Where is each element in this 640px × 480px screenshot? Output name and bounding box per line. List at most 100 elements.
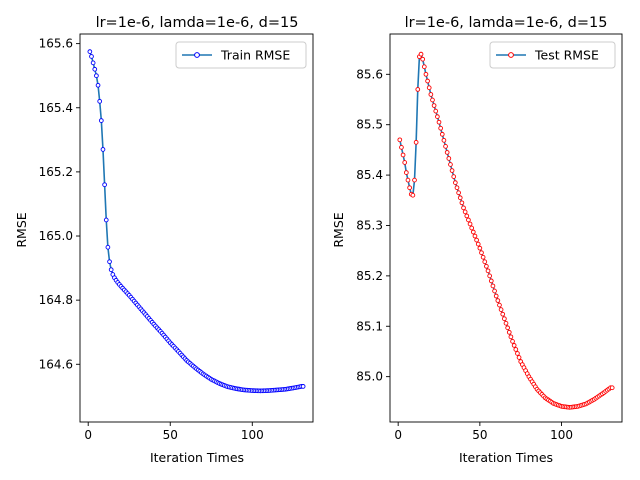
data-point [453, 180, 458, 185]
data-point [482, 259, 488, 265]
data-point [448, 162, 453, 167]
data-point [439, 131, 445, 137]
x-tick-label: 100 [241, 428, 264, 442]
data-point [435, 114, 440, 119]
data-point [485, 268, 491, 274]
data-point [438, 125, 443, 131]
data-point [502, 316, 507, 322]
axis-ticks: 0 50 100 85.0 85.1 85.2 85.3 85.4 85.5 85.6 [356, 67, 573, 442]
data-point [480, 254, 486, 260]
y-tick-label: 85.4 [356, 168, 383, 182]
legend: Train RMSE [175, 41, 307, 69]
x-tick-label: 0 [84, 428, 92, 442]
data-point [441, 137, 447, 143]
y-tick-label: 165.2 [39, 165, 73, 179]
data-point [420, 56, 426, 62]
data-point [464, 213, 470, 219]
data-point [467, 221, 473, 227]
legend-marker-swatch [194, 52, 200, 58]
data-point [513, 347, 519, 352]
data-point [449, 168, 455, 173]
data-point [516, 355, 522, 360]
data-point [95, 82, 101, 88]
data-point [107, 259, 112, 265]
y-tick-label: 85.1 [356, 319, 383, 333]
data-point [94, 73, 99, 79]
data-point [97, 98, 103, 104]
data-point [421, 64, 427, 70]
data-point [423, 71, 429, 77]
data-point [90, 60, 96, 66]
data-point [506, 329, 512, 335]
data-point [472, 233, 478, 239]
y-tick-label: 165.6 [39, 37, 73, 51]
data-point [446, 156, 452, 161]
data-point [413, 139, 419, 145]
y-tick-label: 85.2 [356, 269, 383, 283]
data-point [443, 144, 448, 149]
data-point [100, 147, 106, 152]
data-point [495, 298, 501, 303]
data-point [500, 311, 506, 317]
data-point [503, 320, 509, 326]
x-tick-label: 100 [550, 428, 573, 442]
data-point [402, 160, 408, 165]
data-point [418, 51, 424, 57]
data-point [89, 54, 94, 59]
data-point [484, 263, 489, 269]
train-rmse-chart: lr=1e-6, lamda=1e-6, d=15 Iteration Time… [14, 15, 314, 465]
legend-box [489, 41, 616, 69]
data-point [461, 205, 466, 211]
data-point [477, 245, 483, 251]
data-point [102, 182, 107, 188]
data-point [92, 66, 98, 72]
data-point [98, 118, 104, 123]
data-point [459, 200, 465, 206]
x-axis-label: Iteration Times [150, 450, 244, 465]
y-tick-label: 164.6 [39, 357, 73, 371]
x-tick-label: 50 [472, 428, 487, 442]
data-point [400, 152, 406, 158]
data-point [609, 385, 615, 391]
axes-frame [389, 33, 623, 423]
data-point [407, 185, 412, 191]
data-point [510, 339, 515, 344]
test-rmse-chart: lr=1e-6, lamda=1e-6, d=15 Iteration Time… [331, 15, 623, 465]
y-tick-label: 85.5 [356, 118, 383, 132]
data-point [479, 250, 484, 256]
data-point [454, 185, 460, 191]
data-point [487, 273, 493, 279]
data-point [405, 177, 411, 183]
plot-area [87, 49, 306, 394]
data-point [474, 237, 479, 243]
data-point [428, 92, 434, 97]
y-tick-label: 85.3 [356, 218, 383, 232]
y-tick-label: 85.6 [356, 67, 383, 81]
data-point [412, 177, 417, 183]
data-point [508, 334, 514, 340]
data-point [505, 325, 510, 331]
data-point [397, 137, 403, 143]
data-point [515, 351, 520, 356]
data-point [399, 145, 404, 150]
data-point [433, 108, 439, 114]
axis-ticks: 0 50 100 164.6 164.8 165.0 165.2 165.4 165.6 [39, 37, 264, 442]
data-point [103, 217, 109, 223]
plot-area [397, 51, 615, 410]
data-point [493, 293, 499, 299]
data-point [466, 217, 471, 223]
data-point [444, 150, 450, 155]
data-point [415, 87, 421, 92]
data-point [488, 278, 494, 284]
legend-box [175, 41, 307, 69]
data-point [300, 384, 306, 389]
y-tick-label: 165.4 [39, 101, 73, 115]
data-point [498, 307, 504, 312]
data-point [108, 267, 114, 273]
x-axis-label: Iteration Times [459, 450, 553, 465]
legend-label: Train RMSE [220, 48, 290, 63]
data-point [511, 343, 517, 348]
data-point [430, 97, 435, 103]
x-tick-label: 50 [163, 428, 178, 442]
